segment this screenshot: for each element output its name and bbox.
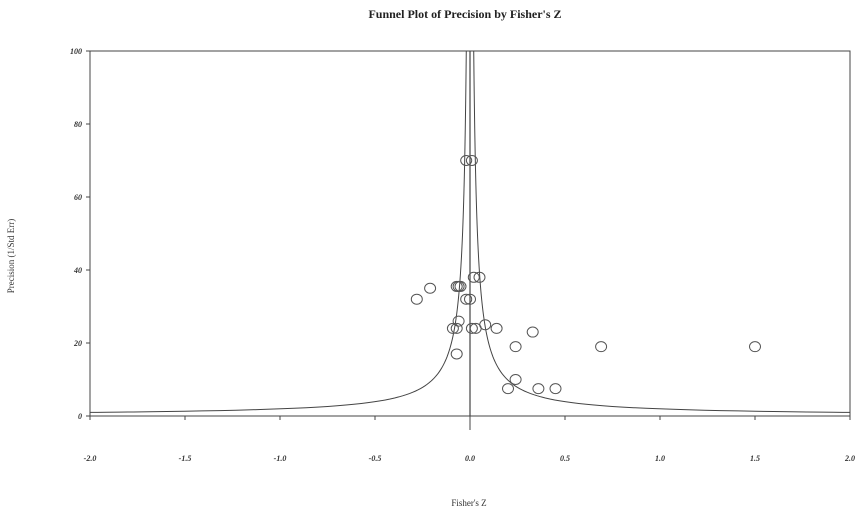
y-axis: 0 20 40 60 80 100 (70, 47, 90, 421)
y-axis-label: Precision (1/Std Err) (6, 219, 16, 294)
x-tick-label: 0.0 (465, 454, 475, 463)
y-tick-label: 40 (73, 266, 82, 275)
study-point (460, 293, 473, 305)
chart-title: Funnel Plot of Precision by Fisher's Z (368, 7, 561, 21)
study-point (509, 341, 522, 353)
study-point (465, 155, 478, 166)
study-point (469, 322, 482, 334)
study-point (424, 282, 437, 294)
study-point (446, 322, 459, 334)
y-tick-label: 60 (74, 193, 82, 202)
y-tick-label: 80 (74, 120, 82, 129)
x-tick-label: -2.0 (84, 454, 97, 463)
study-point (595, 341, 608, 353)
study-point (490, 322, 503, 334)
study-point (450, 348, 463, 360)
x-axis: -2.0 -1.5 -1.0 -0.5 0.0 0.5 1.0 1.5 2.0 (84, 416, 855, 463)
study-point (460, 155, 473, 166)
x-tick-label: 2.0 (844, 454, 855, 463)
y-tick-label: 0 (78, 412, 82, 421)
study-point (450, 322, 463, 334)
study-point (473, 271, 486, 283)
funnel-line-right (473, 50, 851, 413)
x-tick-label: -1.5 (179, 454, 192, 463)
study-point (465, 322, 478, 334)
x-axis-label: Fisher's Z (451, 498, 486, 508)
x-tick-label: 1.5 (750, 454, 760, 463)
study-point (509, 374, 522, 385)
funnel-line-left (89, 50, 467, 413)
y-tick-label: 100 (70, 47, 82, 56)
study-point (502, 383, 514, 395)
x-tick-label: 0.5 (560, 454, 570, 463)
study-point (464, 293, 476, 305)
study-point (549, 383, 562, 395)
study-point (532, 383, 545, 395)
x-tick-label: 1.0 (655, 454, 665, 463)
study-point (526, 326, 539, 338)
study-point (467, 271, 480, 283)
study-point (749, 341, 761, 353)
study-point (410, 293, 423, 305)
x-tick-label: -1.0 (274, 454, 287, 463)
y-tick-label: 20 (73, 339, 82, 348)
study-point (452, 315, 465, 327)
study-points (410, 155, 761, 395)
x-tick-label: -0.5 (369, 454, 382, 463)
study-point (454, 280, 467, 292)
